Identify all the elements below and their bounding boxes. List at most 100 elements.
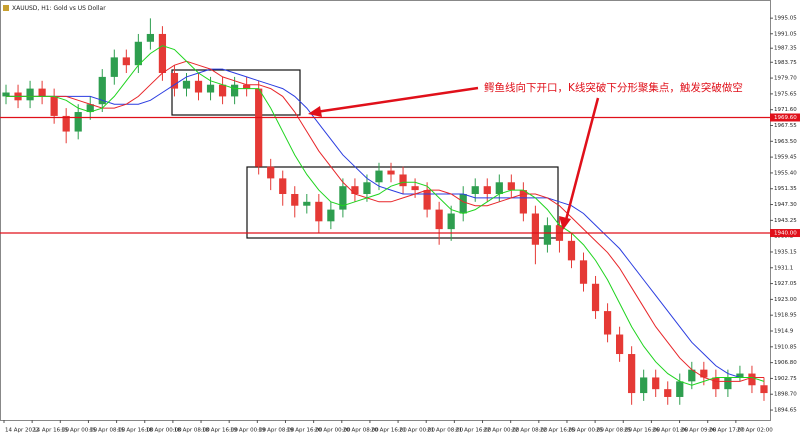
y-tick-label: 1910.85 [774,344,797,350]
candle-body [700,369,708,378]
x-tick-label: 21 Apr 00:00 [399,428,435,434]
candle-body [218,84,227,97]
candle-body [712,377,720,390]
candle-body [603,311,612,335]
candle-body [483,186,491,194]
y-tick-label: 1935.15 [774,249,797,255]
candle-body [206,84,215,93]
plot-frame [0,0,771,421]
candle-body [62,115,70,132]
x-tick-label: 19 Apr 08:00 [258,428,294,434]
x-tick-label: 18 Apr 00:00 [146,428,182,434]
candle-body [471,186,479,194]
candle-body [255,88,263,167]
x-tick-label: 22 Apr 08:00 [512,428,548,434]
candle-body [736,373,744,378]
candle-body [303,201,311,206]
plot [2,18,768,405]
candle-body [628,354,636,394]
y-tick-label: 1967.55 [774,123,797,129]
candle-body [267,166,275,179]
x-tick-label: 19 Apr 16:00 [286,428,322,434]
candle-body [327,209,335,222]
y-tick-label: 1898.70 [774,392,797,398]
y-tick-label: 1951.35 [774,186,797,192]
x-tick-label: 14 Apr 2022 [5,428,39,434]
candle-body [243,84,251,89]
candle-body [231,84,239,97]
candle-body [447,213,455,230]
candle-body [688,369,696,382]
x-tick-label: 22 Apr 16:00 [540,428,576,434]
candle-body [616,334,624,355]
candle-body [423,190,431,210]
x-tick-label: 26 Apr 17:00 [709,428,745,434]
candle-body [122,57,130,66]
candle-body [507,182,515,191]
candle-body [495,182,503,194]
x-tick-label: 25 Apr 00:00 [568,428,604,434]
y-tick-label: 1971.60 [774,107,797,113]
candle-body [158,33,167,73]
alligator-line [6,60,764,382]
arrow-head [559,216,571,230]
candle-body [50,96,58,116]
candle-body [579,260,588,284]
candle-body [375,170,383,183]
x-tick-label: 22 Apr 00:00 [484,428,520,434]
x-tick-label: 15 Apr 00:00 [61,428,97,434]
x-tick-label: 20 Apr 16:00 [371,428,407,434]
candle-body [724,377,732,390]
candle-body [110,57,118,77]
candle-body [363,182,371,194]
y-tick-label: 1995.05 [774,16,797,22]
y-tick-label: 1963.50 [774,139,797,145]
x-tick-label: 25 Apr 08:00 [596,428,632,434]
x-tick-label: 19 Apr 00:00 [230,428,266,434]
y-tick-label: 1987.35 [774,46,797,52]
annotation-arrow [315,86,479,114]
consolidation-box [246,166,559,239]
y-tick-label: 1947.30 [774,202,797,208]
candle-body [567,240,576,261]
level-label: 1969.60 [774,115,797,121]
y-tick-label: 1906.80 [774,360,797,366]
candle-body [351,186,359,194]
candle-body [411,186,419,191]
candle-body [2,92,10,97]
x-tick-label: 20 Apr 08:00 [343,428,379,434]
candle-body [676,381,684,397]
candle-body [315,201,323,222]
symbol-icon [3,5,9,11]
x-tick-label: 15 Apr 08:00 [89,428,125,434]
candle-body [531,213,539,245]
y-tick-label: 1894.65 [774,408,797,414]
y-tick-label: 1914.9 [774,329,794,335]
y-tick-label: 1923.00 [774,297,797,303]
x-tick-label: 27 Apr 02:00 [737,428,773,434]
candle-body [591,283,600,312]
y-tick-label: 1943.25 [774,218,797,224]
candle-body [399,174,407,187]
alligator-line [6,68,764,378]
candle-body [543,225,552,245]
candle-body [170,72,179,89]
x-tick-label: 26 Apr 01:00 [652,428,688,434]
candle-body [339,186,347,210]
candle-body [194,80,203,93]
candle-body [26,88,34,101]
y-tick-label: 1931.1 [774,265,793,271]
y-tick-label: 1991.05 [774,31,797,37]
candle-body [291,193,299,206]
candle-body [146,33,154,42]
x-tick-label: 21 Apr 16:00 [455,428,491,434]
level-label: 1940.00 [774,231,797,237]
x-tick-label: 15 Apr 16:00 [118,428,154,434]
consolidation-box [171,69,301,116]
y-tick-label: 1959.45 [774,155,797,161]
candle-body [98,76,106,105]
alligator-line [6,45,765,386]
candle-body [74,112,82,132]
candle-body [640,377,648,394]
